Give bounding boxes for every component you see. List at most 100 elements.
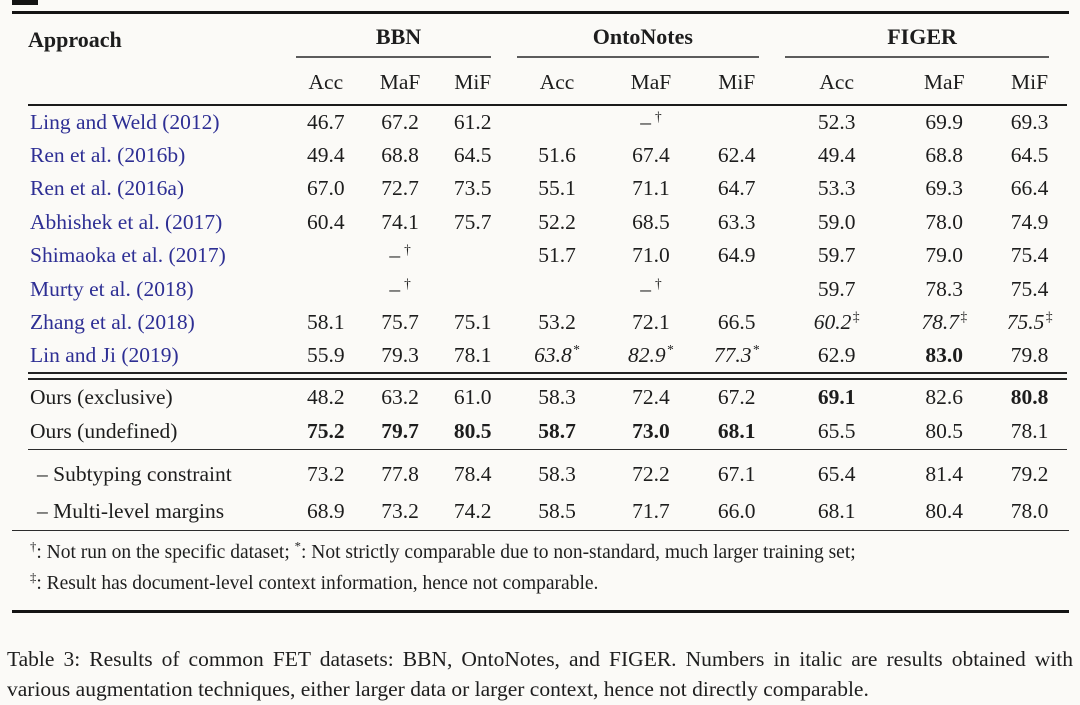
- cell-value: 75.2: [307, 418, 345, 443]
- cell-value: 67.1: [717, 461, 756, 486]
- table-cell: 66.4: [992, 172, 1067, 206]
- table-cell: 74.2: [437, 493, 509, 530]
- footnote-text: : Not run on the specific dataset;: [36, 541, 295, 563]
- table-cell: 81.4: [896, 456, 992, 493]
- cell-value: 79.8: [1010, 343, 1049, 368]
- cell-value: 83.0: [925, 343, 964, 368]
- approach-citation-link[interactable]: Shimaoka et al. (2017): [30, 243, 226, 268]
- cell-value: 79.7: [381, 418, 419, 443]
- table-cell: 51.7: [509, 239, 606, 273]
- table-cell: 52.2: [509, 206, 606, 240]
- table-cell: 61.0: [437, 379, 509, 414]
- approach-citation-link[interactable]: Abhishek et al. (2017): [30, 209, 223, 234]
- results-table-box: Approach BBN OntoNotes FIGER Acc MaF MiF Acc MaF…: [12, 11, 1069, 613]
- cell-value: 73.2: [381, 498, 419, 523]
- cell-value: 74.9: [1010, 209, 1049, 234]
- table-cell: 58.1: [288, 306, 363, 340]
- cell-value: 68.9: [307, 498, 345, 523]
- cell-superscript-marker: ‡: [960, 309, 968, 325]
- cell-superscript-marker: ‡: [1045, 309, 1053, 325]
- cell-value: 64.5: [1010, 142, 1049, 167]
- cell-value: 68.8: [925, 142, 964, 167]
- table-cell: 82.9 *: [606, 340, 697, 374]
- table-cell: 80.5: [896, 414, 992, 449]
- cell-value: 75.1: [453, 310, 492, 335]
- table-cell: 55.9: [288, 340, 363, 374]
- cell-value: 74.1: [381, 209, 419, 234]
- cell-value: 67.0: [307, 176, 345, 201]
- cell-value: 51.6: [538, 142, 576, 167]
- cell-value: –: [389, 243, 401, 268]
- cell-value: 68.1: [817, 498, 856, 523]
- cell-value: 49.4: [307, 142, 345, 167]
- cell-superscript-marker: ‡: [852, 309, 860, 325]
- cell-value: 74.2: [453, 498, 492, 523]
- table-cell: 48.2: [288, 379, 363, 414]
- table-cell: [288, 273, 363, 307]
- table-cell: 75.5 ‡: [992, 306, 1067, 340]
- cell-superscript-marker: †: [654, 108, 662, 124]
- table-cell: 73.0: [606, 414, 697, 449]
- cell-value: 66.4: [1010, 176, 1049, 201]
- approach-citation-link[interactable]: Ling and Weld (2012): [30, 109, 220, 134]
- table-cell: 79.0: [896, 239, 992, 273]
- table-cell: 59.0: [777, 206, 896, 240]
- table-cell: 58.3: [509, 379, 606, 414]
- table-cell: 68.1: [696, 414, 777, 449]
- approach-citation-link[interactable]: Murty et al. (2018): [30, 276, 194, 301]
- cell-value: 64.5: [453, 142, 492, 167]
- approach-citation-link[interactable]: Lin and Ji (2019): [30, 343, 179, 368]
- cell-value: 80.8: [1010, 384, 1049, 409]
- table-cell: 68.8: [896, 139, 992, 173]
- cell-value: 73.0: [632, 418, 670, 443]
- cell-value: 69.1: [817, 384, 856, 409]
- table-cell: 69.9: [896, 105, 992, 139]
- cell-value: 79.3: [381, 343, 419, 368]
- table-cell: 72.2: [606, 456, 697, 493]
- table-cell: 69.3: [896, 172, 992, 206]
- table-cell: 71.1: [606, 172, 697, 206]
- cell-value: 79.2: [1010, 461, 1049, 486]
- cell-value: 78.7: [921, 310, 959, 335]
- cell-value: 63.8: [534, 343, 572, 368]
- cell-value: 80.5: [925, 418, 964, 443]
- table-cell: 80.5: [437, 414, 509, 449]
- table-cell: 79.3: [363, 340, 437, 374]
- table-cell: 49.4: [777, 139, 896, 173]
- approach-citation-link[interactable]: Ren et al. (2016a): [30, 176, 185, 201]
- cell-value: 67.2: [717, 384, 756, 409]
- cell-value: 58.1: [307, 310, 345, 335]
- table-cell: 66.0: [696, 493, 777, 530]
- cell-value: 53.2: [538, 310, 576, 335]
- cell-value: 58.3: [538, 461, 576, 486]
- table-cell: 72.4: [606, 379, 697, 414]
- footnote-text: : Result has document-level context info…: [36, 572, 599, 594]
- table-cell: – †: [606, 105, 697, 139]
- column-subheader-acc: Acc: [539, 69, 575, 94]
- cell-value: 72.2: [632, 461, 670, 486]
- cell-superscript-marker: †: [654, 275, 662, 291]
- cell-value: 78.1: [453, 343, 492, 368]
- cell-value: 60.4: [307, 209, 345, 234]
- results-table: Approach BBN OntoNotes FIGER Acc MaF MiF Acc MaF…: [28, 14, 1067, 530]
- cell-value: 78.1: [1010, 418, 1049, 443]
- table-cell: 74.1: [363, 206, 437, 240]
- cell-superscript-marker: †: [404, 242, 411, 258]
- approach-label: – Multi-level margins: [37, 498, 225, 523]
- approach-citation-link[interactable]: Ren et al. (2016b): [30, 142, 186, 167]
- table-cell: 78.4: [437, 456, 509, 493]
- cell-superscript-marker: *: [573, 342, 580, 358]
- table-cell: 52.3: [777, 105, 896, 139]
- cell-value: 75.7: [453, 209, 492, 234]
- cell-value: 66.0: [717, 498, 756, 523]
- approach-label: Ours (undefined): [30, 418, 178, 443]
- approach-citation-link[interactable]: Zhang et al. (2018): [30, 310, 195, 335]
- column-subheader-mif: MiF: [1011, 69, 1049, 94]
- cell-superscript-marker: †: [404, 275, 411, 291]
- cell-value: 51.7: [538, 243, 576, 268]
- table-row: Abhishek et al. (2017) 60.4 74.1 75.7 52.2 68…: [28, 206, 1067, 240]
- table-cell: 61.2: [437, 105, 509, 139]
- table-cell: 67.4: [606, 139, 697, 173]
- cell-value: –: [640, 276, 651, 301]
- cell-value: 66.5: [717, 310, 756, 335]
